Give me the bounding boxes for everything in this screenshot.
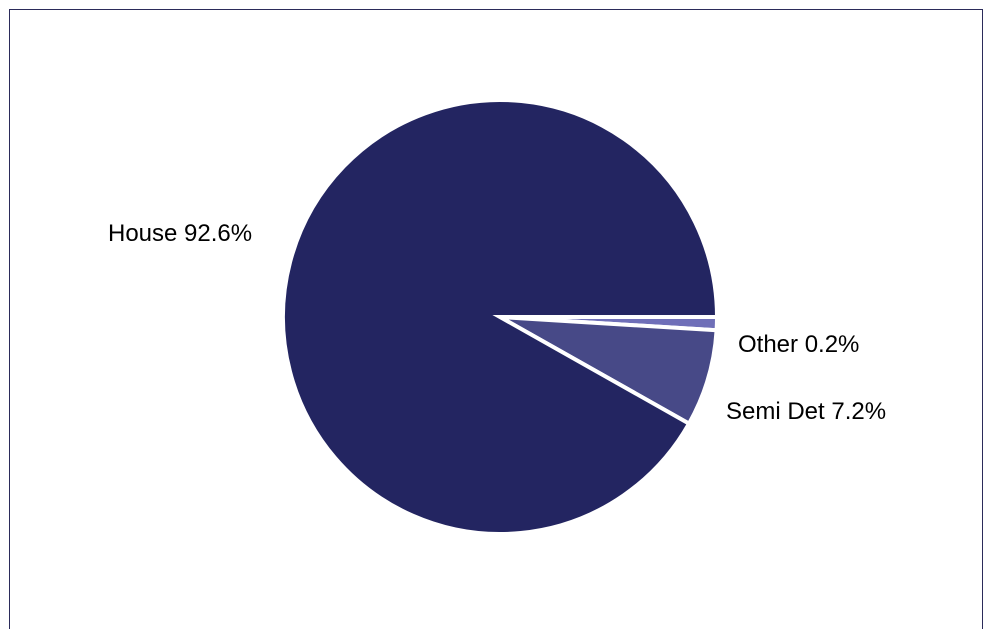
pie-labels: Other 0.2% Semi Det 7.2% House 92.6%: [108, 220, 886, 425]
pie-label-other: Other 0.2%: [738, 331, 859, 358]
pie-slice-house: [281, 98, 720, 536]
pie-slices: [281, 98, 720, 536]
pie-label-house: House 92.6%: [108, 220, 252, 247]
pie-label-semi-det: Semi Det 7.2%: [726, 398, 886, 425]
